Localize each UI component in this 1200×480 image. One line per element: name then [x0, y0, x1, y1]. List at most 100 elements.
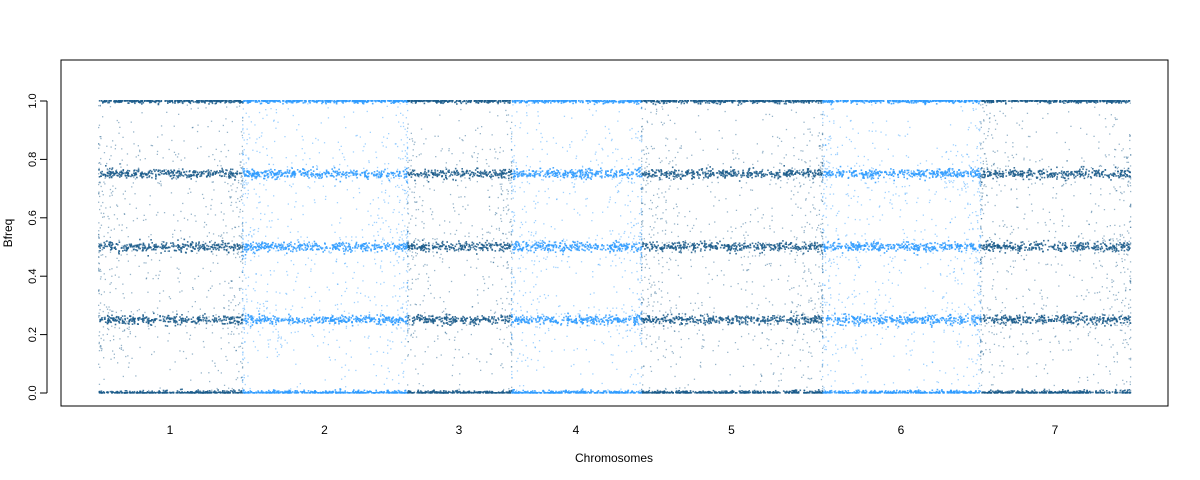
- data-point: [364, 176, 366, 179]
- data-point: [374, 239, 377, 242]
- data-point: [132, 313, 135, 315]
- data-point: [325, 169, 328, 172]
- data-point: [273, 172, 275, 175]
- data-point: [115, 169, 118, 171]
- data-point: [344, 248, 347, 250]
- data-point: [212, 154, 214, 156]
- data-point: [162, 318, 165, 320]
- data-point: [197, 101, 200, 104]
- data-point: [338, 392, 341, 394]
- data-point: [263, 247, 266, 250]
- data-point: [108, 320, 110, 322]
- data-point: [316, 174, 319, 176]
- data-point: [377, 197, 379, 199]
- data-point: [353, 102, 356, 104]
- data-point: [388, 179, 391, 182]
- data-point: [98, 105, 100, 107]
- data-point: [111, 172, 113, 174]
- data-point: [264, 316, 266, 318]
- data-point: [127, 260, 129, 262]
- data-point: [394, 253, 397, 256]
- data-point: [242, 319, 244, 321]
- data-point: [103, 378, 105, 380]
- data-point: [327, 107, 329, 109]
- data-point: [286, 100, 288, 103]
- data-point: [233, 320, 235, 322]
- data-point: [203, 197, 205, 199]
- data-point: [173, 214, 175, 216]
- data-point: [126, 317, 129, 320]
- data-point: [389, 250, 392, 252]
- data-point: [344, 250, 347, 253]
- data-point: [352, 111, 355, 113]
- data-point: [246, 298, 248, 300]
- data-point: [299, 246, 302, 248]
- data-point: [306, 248, 308, 250]
- data-point: [235, 172, 237, 174]
- data-point: [343, 250, 345, 252]
- data-point: [210, 208, 212, 210]
- data-point: [403, 370, 405, 373]
- data-point: [321, 100, 324, 102]
- data-point: [344, 249, 347, 251]
- data-point: [244, 254, 247, 256]
- data-point: [406, 240, 408, 242]
- data-point: [283, 247, 285, 249]
- data-point: [190, 174, 193, 177]
- data-point: [259, 319, 262, 322]
- data-point: [406, 247, 408, 249]
- data-point: [308, 318, 311, 320]
- data-point: [289, 231, 292, 233]
- data-point: [385, 246, 387, 249]
- data-point: [188, 170, 191, 173]
- data-point: [321, 247, 324, 249]
- data-point: [220, 234, 223, 236]
- data-point: [242, 352, 244, 354]
- data-point: [142, 173, 145, 175]
- data-point: [221, 167, 223, 170]
- data-point: [325, 246, 328, 248]
- data-point: [262, 303, 265, 305]
- data-point: [190, 243, 193, 246]
- data-point: [156, 150, 159, 153]
- data-point: [267, 343, 270, 345]
- data-point: [120, 390, 122, 393]
- data-point: [176, 171, 179, 174]
- data-point: [150, 320, 152, 322]
- data-point: [102, 201, 104, 204]
- data-point: [98, 126, 100, 129]
- data-point: [337, 244, 339, 247]
- data-point: [240, 100, 242, 103]
- data-point: [251, 173, 254, 175]
- data-point: [229, 101, 232, 104]
- data-point: [119, 319, 122, 321]
- data-point: [259, 183, 261, 185]
- data-point: [244, 100, 247, 102]
- data-point: [142, 321, 145, 323]
- data-point: [133, 390, 136, 393]
- data-point: [202, 314, 204, 317]
- data-point: [331, 168, 333, 170]
- data-point: [215, 317, 218, 320]
- data-point: [354, 245, 356, 248]
- data-point: [146, 176, 148, 179]
- data-point: [234, 322, 237, 325]
- data-point: [214, 362, 216, 364]
- data-point: [107, 319, 109, 322]
- data-point: [300, 174, 303, 176]
- data-point: [366, 390, 369, 393]
- data-point: [237, 251, 240, 253]
- data-point: [224, 242, 227, 245]
- data-point: [403, 173, 406, 176]
- data-point: [249, 387, 251, 390]
- data-point: [241, 245, 244, 248]
- data-point: [359, 136, 361, 138]
- data-point: [247, 318, 249, 320]
- data-point: [310, 319, 312, 321]
- data-point: [151, 176, 153, 179]
- data-point: [231, 228, 233, 230]
- data-point: [242, 389, 245, 391]
- data-point: [126, 100, 129, 102]
- data-point: [360, 322, 363, 324]
- data-point: [226, 106, 228, 108]
